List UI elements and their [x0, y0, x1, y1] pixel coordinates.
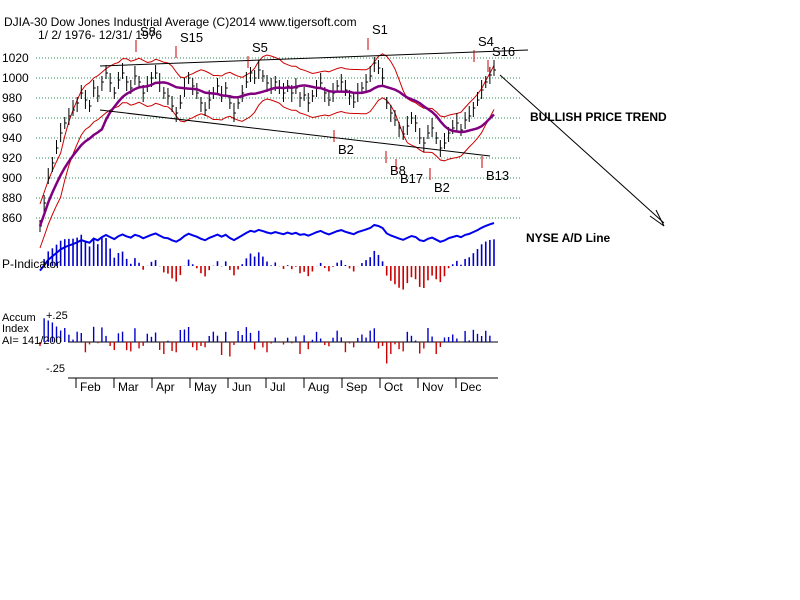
- x-tick-label: Mar: [118, 380, 139, 394]
- projection-arrow-line: [499, 74, 665, 224]
- y-tick-label: 860: [2, 211, 22, 225]
- signal-s1: S1: [372, 22, 388, 37]
- y-tick-label: 900: [2, 171, 22, 185]
- signal-s8: S8: [140, 24, 156, 39]
- x-tick-label: Nov: [422, 380, 443, 394]
- y-tick-label: 980: [2, 91, 22, 105]
- x-tick-label: Sep: [346, 380, 368, 394]
- lower-band: [39, 97, 495, 249]
- y-tick-label: 940: [2, 131, 22, 145]
- nyse-ad-line: [39, 222, 495, 272]
- y-tick-label: 920: [2, 151, 22, 165]
- signal-s16: S16: [492, 44, 515, 59]
- signal-b2: B2: [338, 142, 354, 157]
- projection-arrowhead: [649, 209, 665, 227]
- signal-b13: B13: [486, 168, 509, 183]
- moving-average-line: [38, 81, 495, 227]
- chart-subtitle: 1/ 2/ 1976- 12/31/ 1976: [38, 28, 162, 42]
- x-tick-label: Aug: [308, 380, 329, 394]
- signal-b2: B2: [434, 180, 450, 195]
- y-tick-label: 880: [2, 191, 22, 205]
- upper-band: [39, 53, 495, 205]
- x-tick-label: Apr: [156, 380, 175, 394]
- ad-line-label: NYSE A/D Line: [526, 231, 611, 245]
- chart-title: DJIA-30 Dow Jones Industrial Average (C)…: [4, 15, 357, 29]
- x-tick-label: May: [194, 380, 217, 394]
- y-tick-label: 1020: [2, 51, 29, 65]
- p-indicator-label: P-Indicator: [2, 257, 60, 271]
- y-tick-label: 1000: [2, 71, 29, 85]
- y-tick-label: 960: [2, 111, 22, 125]
- signal-b8: B8: [390, 163, 406, 178]
- x-tick-label: Jul: [270, 380, 285, 394]
- x-tick-label: Feb: [80, 380, 101, 394]
- ai-reading: AI= 141/200: [2, 335, 62, 347]
- upper-trendline: [99, 49, 529, 67]
- accum-top-tick: +.25: [46, 310, 68, 322]
- accum-bottom-tick: -.25: [46, 363, 65, 375]
- x-tick-label: Jun: [232, 380, 251, 394]
- trend-annotation: BULLISH PRICE TREND: [530, 110, 667, 124]
- lower-trendline: [99, 109, 491, 157]
- x-tick-label: Dec: [460, 380, 481, 394]
- signal-b17: B17: [400, 171, 423, 186]
- index-label: Index: [2, 323, 29, 335]
- x-tick-label: Oct: [384, 380, 403, 394]
- signal-s4: S4: [478, 34, 494, 49]
- accum-label: Accum: [2, 312, 36, 324]
- signal-s5: S5: [252, 40, 268, 55]
- signal-s15: S15: [180, 30, 203, 45]
